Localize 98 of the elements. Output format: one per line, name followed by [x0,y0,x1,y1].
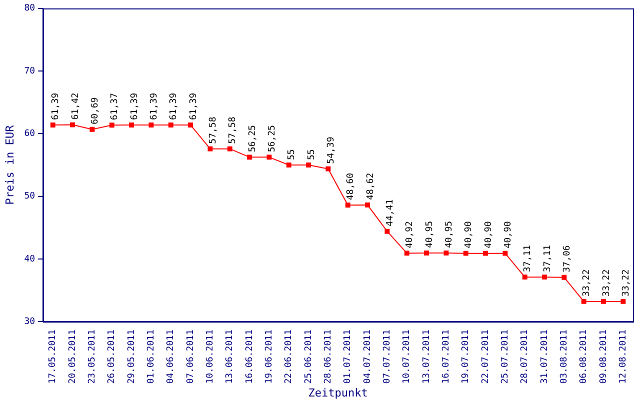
point [247,154,252,160]
x-tick-label: 22.06.2011 [284,330,294,384]
data-label: 61,39 [188,92,199,120]
point [562,274,567,280]
point [384,228,390,234]
data-label: 61,39 [150,92,160,120]
x-tick-label: 04.07.2011 [362,330,373,384]
data-label: 55 [306,149,317,160]
x-tick-label: 20.05.2011 [68,330,78,384]
point [109,122,114,128]
x-tick-label: 19.06.2011 [264,330,275,384]
data-label: 61,39 [51,92,62,120]
data-label: 56,25 [268,125,278,152]
x-tick-label: 10.07.2011 [402,330,412,384]
data-label: 40,95 [444,220,455,248]
x-tick-label: 07.06.2011 [186,330,196,384]
point [266,154,272,160]
data-label: 44,41 [386,199,396,226]
x-tick-label: 13.07.2011 [422,330,432,384]
x-tick-label: 23.05.2011 [88,330,98,384]
data-label: 60,69 [90,97,101,124]
data-label: 40,95 [424,220,435,248]
point [90,126,95,132]
data-label: 33,22 [622,269,632,296]
data-label: 40,90 [464,221,474,248]
point [424,250,429,256]
x-tick-label: 01.06.2011 [146,330,157,384]
point [168,122,174,128]
x-tick-label: 28.06.2011 [324,330,334,384]
x-tick-label: 12.08.2011 [618,330,629,384]
y-tick-label: 40 [24,254,36,264]
x-tick-label: 26.05.2011 [107,330,118,384]
x-tick-label: 17.05.2011 [48,330,58,384]
point [483,250,488,256]
x-axis-title: Zeitpunkt [308,386,368,400]
data-label: 37,11 [523,244,534,272]
point [129,122,134,128]
data-label: 57,58 [208,116,219,144]
point [306,162,311,168]
x-tick-label: 01.07.2011 [343,330,354,384]
x-tick-label: 07.07.2011 [382,330,393,384]
data-label: 37,06 [562,245,573,272]
point [286,162,292,168]
data-label: 48,60 [346,173,356,200]
data-label: 33,22 [582,269,592,296]
x-tick-label: 28.07.2011 [520,330,530,384]
x-tick-label: 31.07.2011 [540,330,550,384]
point [502,250,508,256]
point [444,250,449,256]
data-label: 57,58 [228,116,238,144]
point [542,274,547,280]
data-label: 48,62 [366,172,376,200]
y-tick-label: 30 [24,316,36,327]
data-label: 54,39 [326,136,337,164]
point [581,298,586,304]
x-tick-label: 22.07.2011 [480,330,491,384]
point [601,298,606,304]
data-label: 61,42 [70,92,81,120]
x-tick-label: 16.07.2011 [442,330,452,384]
data-label: 61,39 [169,92,180,120]
data-label: 56,25 [248,125,258,152]
x-tick-label: 13.06.2011 [225,330,236,384]
x-tick-label: 09.08.2011 [598,330,609,384]
y-tick-label: 60 [24,129,36,140]
point [208,146,213,152]
y-tick-label: 70 [24,66,36,76]
data-label: 40,90 [504,221,514,248]
y-axis-title: Preis in EUR [3,124,16,205]
point [227,146,232,152]
point [326,166,331,172]
x-tick-label: 06.08.2011 [579,330,590,384]
data-label: 33,22 [602,269,612,296]
x-tick-label: 25.07.2011 [500,330,511,384]
x-tick-label: 03.08.2011 [560,330,570,384]
x-tick-label: 16.06.2011 [244,330,255,384]
x-tick-label: 19.07.2011 [461,330,472,384]
point [522,274,528,280]
x-tick-label: 29.05.2011 [126,330,137,384]
x-tick-label: 25.06.2011 [304,330,314,384]
point [70,122,76,128]
point [365,202,370,208]
data-label: 37,11 [542,244,553,272]
data-label: 55 [287,149,298,160]
data-label: 40,92 [405,221,416,248]
point [345,202,350,208]
point [620,298,626,304]
point [148,122,154,128]
data-label: 61,37 [110,93,120,120]
point [404,250,410,256]
y-tick-label: 50 [24,192,36,202]
x-tick-label: 04.06.2011 [166,330,176,384]
data-label: 40,90 [484,221,494,248]
y-tick-label: 80 [24,4,36,14]
point [463,250,468,256]
x-tick-label: 10.06.2011 [206,330,216,384]
point [188,122,194,128]
data-label: 61,39 [130,92,140,120]
point [50,122,56,128]
